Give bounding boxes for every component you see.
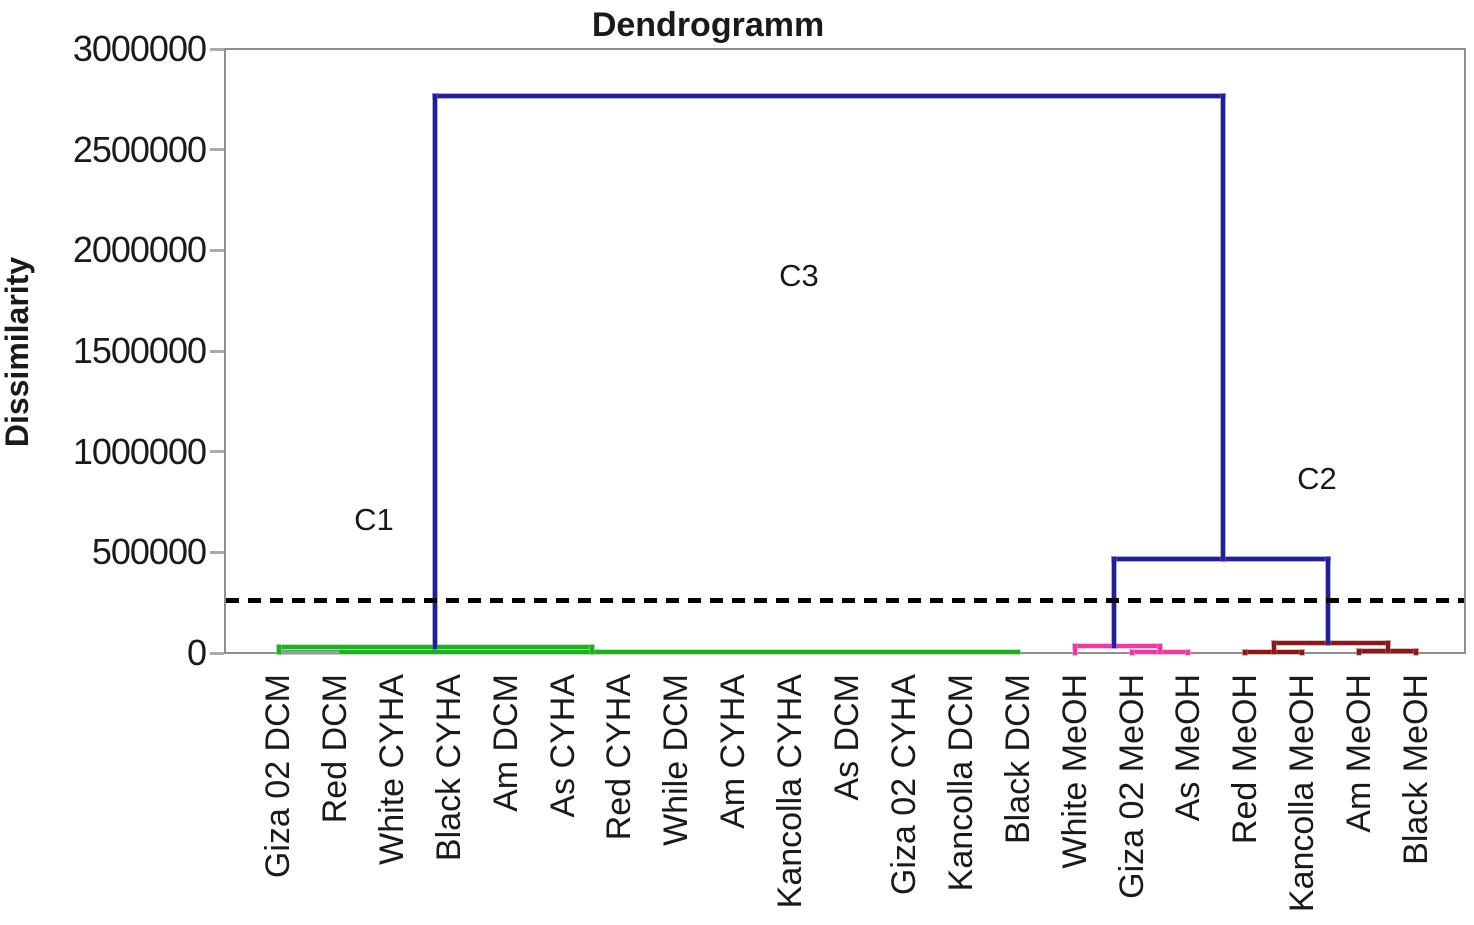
cluster-label-c1: C1 [354,502,394,537]
dendrogram-link-meoh-pink-low-drop [1129,650,1134,655]
x-leaf-label: As CYHA [543,674,582,818]
chart-title: Dendrogramm [591,6,825,44]
y-tick-label: 1000000 [72,430,207,472]
y-tick-label: 0 [186,632,207,673]
cluster-label-c3: C3 [779,258,819,293]
x-leaf-label: Black CYHA [429,674,468,862]
dendrogram-link-meoh-red-low1-drop [1243,650,1248,655]
y-tick-mark [210,651,224,655]
x-leaf-label: Red DCM [315,674,354,824]
dendrogram-link-meoh-red-top-drop [1385,640,1390,653]
x-leaf-label: Giza 02 DCM [259,674,297,879]
dendrogram-link-meoh-pink-top-drop [1157,643,1162,655]
dendrogram-link-meoh-red-top [1271,640,1390,645]
x-leaf-label: As MeOH [1169,674,1208,822]
x-leaf-label: Giza 02 CYHA [884,674,923,896]
x-leaf-label: White CYHA [372,674,411,865]
y-tick-label: 3000000 [72,28,207,69]
dendrogram-link-meoh-pink-top [1072,643,1162,648]
dendrogram-link-meoh-red-low2-drop [1357,648,1362,655]
dendrogram-link-meoh-red-low1-drop [1300,650,1305,655]
x-leaf-label: As DCM [828,674,866,801]
x-leaf-label: Black MeOH [1397,674,1435,865]
y-tick-mark [210,550,224,554]
dendrogram-link-c1-top-drop [277,644,282,654]
y-tick-mark [210,47,224,51]
y-tick-mark [210,349,224,353]
x-leaf-label: Am CYHA [714,674,753,829]
y-tick-mark [210,148,224,152]
x-leaf-label: Red CYHA [600,674,639,841]
dendrogram-link-c3-root-drop [1220,94,1225,561]
x-leaf-label: Kancolla DCM [941,674,980,892]
y-tick-label: 2000000 [72,229,207,271]
y-tick-label: 2500000 [72,128,207,170]
x-leaf-label: While DCM [657,674,696,846]
dendrogram-link-c3-root [433,94,1225,99]
dendrogram-link-c3-root-drop [433,94,438,649]
x-leaf-label: Black DCM [998,674,1037,845]
x-leaf-label: Giza 02 MeOH [1112,674,1151,899]
y-tick-mark [210,248,224,252]
x-leaf-label: Kancolla CYHA [771,674,810,909]
dendrogram-link-meoh-pink-low-drop [1186,650,1191,655]
threshold-line [226,598,1464,604]
y-tick-label: 500000 [91,531,207,573]
dendrogram-link-c1-pair [281,651,339,655]
dendrogram-link-meoh-red-low2-drop [1414,648,1418,655]
dendrogram-link-c1-top-drop [590,644,595,654]
x-leaf-label: Am DCM [486,674,525,812]
plot-frame [224,48,1466,654]
x-leaf-label: Am MeOH [1340,674,1379,833]
dendrogram-link-c1-base [277,649,1020,654]
x-leaf-label: Kancolla MeOH [1283,674,1322,913]
y-tick-mark [210,450,224,454]
dendrogram-link-meoh-pink-top-drop [1072,643,1077,655]
x-leaf-label: White MeOH [1055,674,1094,869]
cluster-label-c2: C2 [1297,461,1337,496]
x-leaf-label: Red MeOH [1226,674,1265,845]
y-tick-label: 1500000 [72,330,207,371]
dendrogram-link-meoh-red-top-drop [1271,640,1276,655]
